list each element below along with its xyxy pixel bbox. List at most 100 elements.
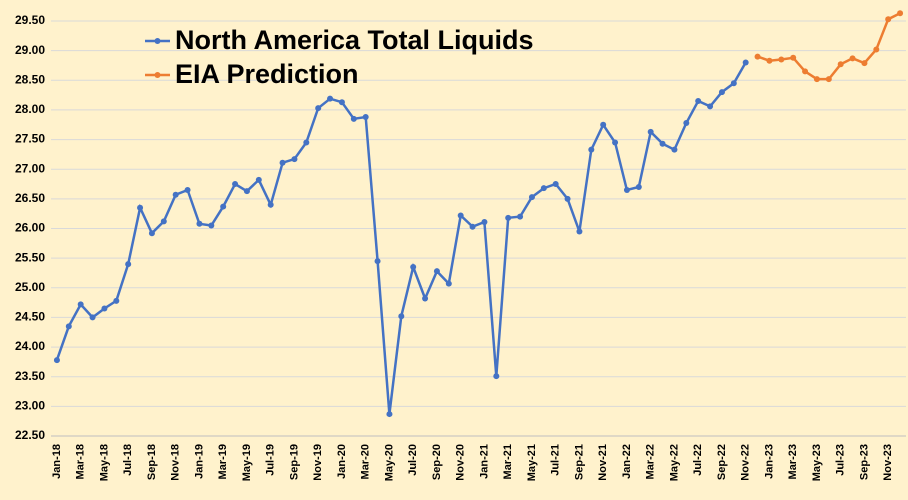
x-tick-label: Nov-23: [882, 444, 894, 481]
point: [695, 98, 702, 105]
y-tick-label: 28.50: [15, 72, 45, 86]
point: [588, 146, 595, 153]
x-tick-label: Sep-18: [146, 444, 158, 480]
point: [517, 213, 524, 220]
point: [422, 295, 429, 302]
x-tick-label: Jan-23: [763, 444, 775, 479]
point: [137, 204, 144, 211]
point: [802, 68, 809, 75]
x-tick-label: Sep-20: [431, 444, 443, 480]
point: [849, 55, 856, 62]
x-tick-label: May-21: [526, 444, 538, 481]
point: [220, 203, 227, 210]
x-tick-label: Nov-22: [740, 444, 752, 481]
point: [398, 313, 405, 320]
x-tick-label: Jan-22: [621, 444, 633, 479]
x-tick-label: May-19: [241, 444, 253, 481]
x-tick-label: May-18: [98, 444, 110, 481]
point: [291, 156, 298, 163]
legend-label: EIA Prediction: [175, 59, 359, 89]
x-tick-label: Jul-23: [835, 444, 847, 476]
x-tick-label: Nov-20: [455, 444, 467, 481]
point: [576, 228, 583, 235]
x-tick-label: Jan-19: [193, 444, 205, 479]
point: [65, 323, 72, 330]
point: [89, 314, 96, 321]
x-tick-label: Jan-20: [336, 444, 348, 479]
x-tick-label: Jul-18: [122, 444, 134, 476]
point: [790, 54, 797, 61]
y-tick-label: 24.50: [15, 310, 45, 324]
point: [837, 61, 844, 68]
point: [754, 53, 761, 60]
y-tick-label: 25.50: [15, 250, 45, 264]
point: [600, 121, 607, 128]
point: [338, 99, 345, 106]
point: [101, 305, 108, 312]
y-tick-label: 25.00: [15, 280, 45, 294]
point: [528, 194, 535, 201]
y-tick-label: 29.00: [15, 43, 45, 57]
y-tick-label: 26.00: [15, 221, 45, 235]
x-tick-label: Nov-21: [597, 444, 609, 481]
y-tick-label: 23.50: [15, 369, 45, 383]
point: [160, 218, 167, 225]
x-tick-label: May-23: [811, 444, 823, 481]
x-tick-label: Mar-19: [217, 444, 229, 479]
point: [113, 297, 120, 304]
point: [552, 181, 559, 188]
point: [481, 218, 488, 225]
point: [303, 139, 310, 146]
point: [315, 105, 322, 112]
point: [897, 10, 904, 17]
x-tick-label: Sep-21: [573, 444, 585, 480]
point: [232, 181, 239, 188]
point: [374, 258, 381, 265]
x-tick-label: Jul-22: [692, 444, 704, 476]
x-tick-label: Mar-23: [787, 444, 799, 479]
point: [327, 95, 334, 102]
point: [647, 128, 654, 135]
point: [623, 186, 630, 193]
y-tick-label: 23.00: [15, 399, 45, 413]
point: [766, 57, 773, 64]
point: [184, 186, 191, 193]
point: [885, 16, 892, 23]
x-tick-label: Jan-21: [478, 444, 490, 479]
point: [125, 261, 132, 268]
point: [813, 76, 820, 83]
point: [742, 59, 749, 66]
x-tick-label: Nov-18: [170, 444, 182, 481]
point: [410, 264, 417, 271]
point: [350, 115, 357, 122]
point: [683, 119, 690, 126]
x-tick-label: Mar-21: [502, 444, 514, 479]
x-tick-label: Jul-20: [407, 444, 419, 476]
point: [612, 139, 619, 146]
point: [861, 60, 868, 67]
point: [457, 212, 464, 219]
point: [825, 76, 832, 83]
point: [635, 184, 642, 190]
x-tick-label: Jan-18: [51, 444, 63, 479]
point: [172, 191, 179, 198]
point: [505, 214, 512, 221]
point: [873, 46, 880, 53]
x-tick-label: Sep-19: [288, 444, 300, 480]
x-tick-label: Sep-23: [858, 444, 870, 480]
point: [362, 114, 369, 121]
point: [279, 159, 286, 166]
x-tick-label: Jul-19: [265, 444, 277, 476]
point: [196, 220, 203, 227]
x-tick-label: Mar-20: [360, 444, 372, 479]
point: [469, 223, 476, 230]
x-tick-label: May-20: [383, 444, 395, 481]
legend-label: North America Total Liquids: [175, 25, 534, 55]
point: [718, 89, 725, 96]
x-tick-label: Mar-18: [75, 444, 87, 479]
y-tick-label: 27.50: [15, 132, 45, 146]
point: [445, 280, 452, 287]
x-tick-label: Sep-22: [716, 444, 728, 480]
legend-marker: [154, 72, 161, 78]
